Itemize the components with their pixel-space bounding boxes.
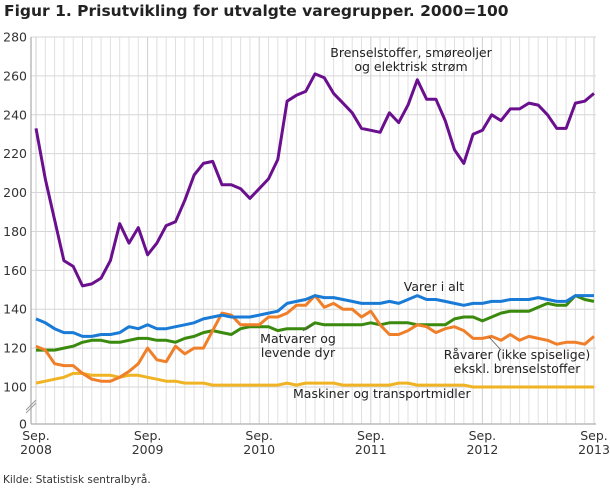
series-line	[36, 294, 595, 352]
y-tick-label: 120	[3, 341, 27, 356]
x-tick-label: Sep.	[245, 428, 273, 443]
y-tick-label: 220	[3, 146, 27, 161]
series-label: Råvarer (ikke spiselige)	[444, 347, 590, 362]
x-tick-label: 2009	[132, 442, 164, 457]
label-leader-line	[488, 336, 502, 351]
series-label: Matvarer og	[260, 331, 336, 346]
x-tick-label: 2011	[355, 442, 387, 457]
series-label: levende dyr	[261, 345, 336, 360]
series-label: ekskl. brenselstoffer	[454, 361, 582, 376]
x-tick-label: Sep.	[134, 428, 162, 443]
series-label: Maskiner og transportmidler	[293, 386, 471, 401]
y-tick-label: 280	[3, 30, 27, 45]
series-label: Varer i alt	[404, 279, 464, 294]
x-tick-label: 2013	[578, 442, 610, 457]
x-tick-label: Sep.	[22, 428, 50, 443]
x-tick-label: 2010	[243, 442, 275, 457]
x-tick-label: 2012	[466, 442, 498, 457]
series-label: Brenselstoffer, smøreoljer	[330, 45, 492, 60]
axis-break-mark	[25, 399, 37, 411]
x-tick-label: Sep.	[580, 428, 608, 443]
y-tick-label: 100	[3, 380, 27, 395]
chart-title: Figur 1. Prisutvikling for utvalgte vare…	[4, 2, 509, 20]
y-tick-label: 260	[3, 68, 27, 83]
y-tick-label: 180	[3, 224, 27, 239]
y-tick-label: 140	[3, 302, 27, 317]
series-line	[35, 294, 594, 338]
y-tick-label: 200	[3, 185, 27, 200]
y-tick-label: 160	[3, 263, 27, 278]
series-line	[34, 72, 595, 288]
series-label: og elektrisk strøm	[354, 59, 467, 74]
x-tick-label: 2008	[20, 442, 52, 457]
series-line	[35, 371, 594, 389]
y-tick-label: 240	[3, 107, 27, 122]
label-leader-line	[302, 324, 312, 332]
axis-break-mark	[25, 402, 37, 414]
source-note: Kilde: Statistisk sentralbyrå.	[3, 474, 151, 486]
x-tick-label: Sep.	[469, 428, 497, 443]
x-tick-label: Sep.	[357, 428, 385, 443]
y-tick-label: 0	[19, 417, 27, 432]
